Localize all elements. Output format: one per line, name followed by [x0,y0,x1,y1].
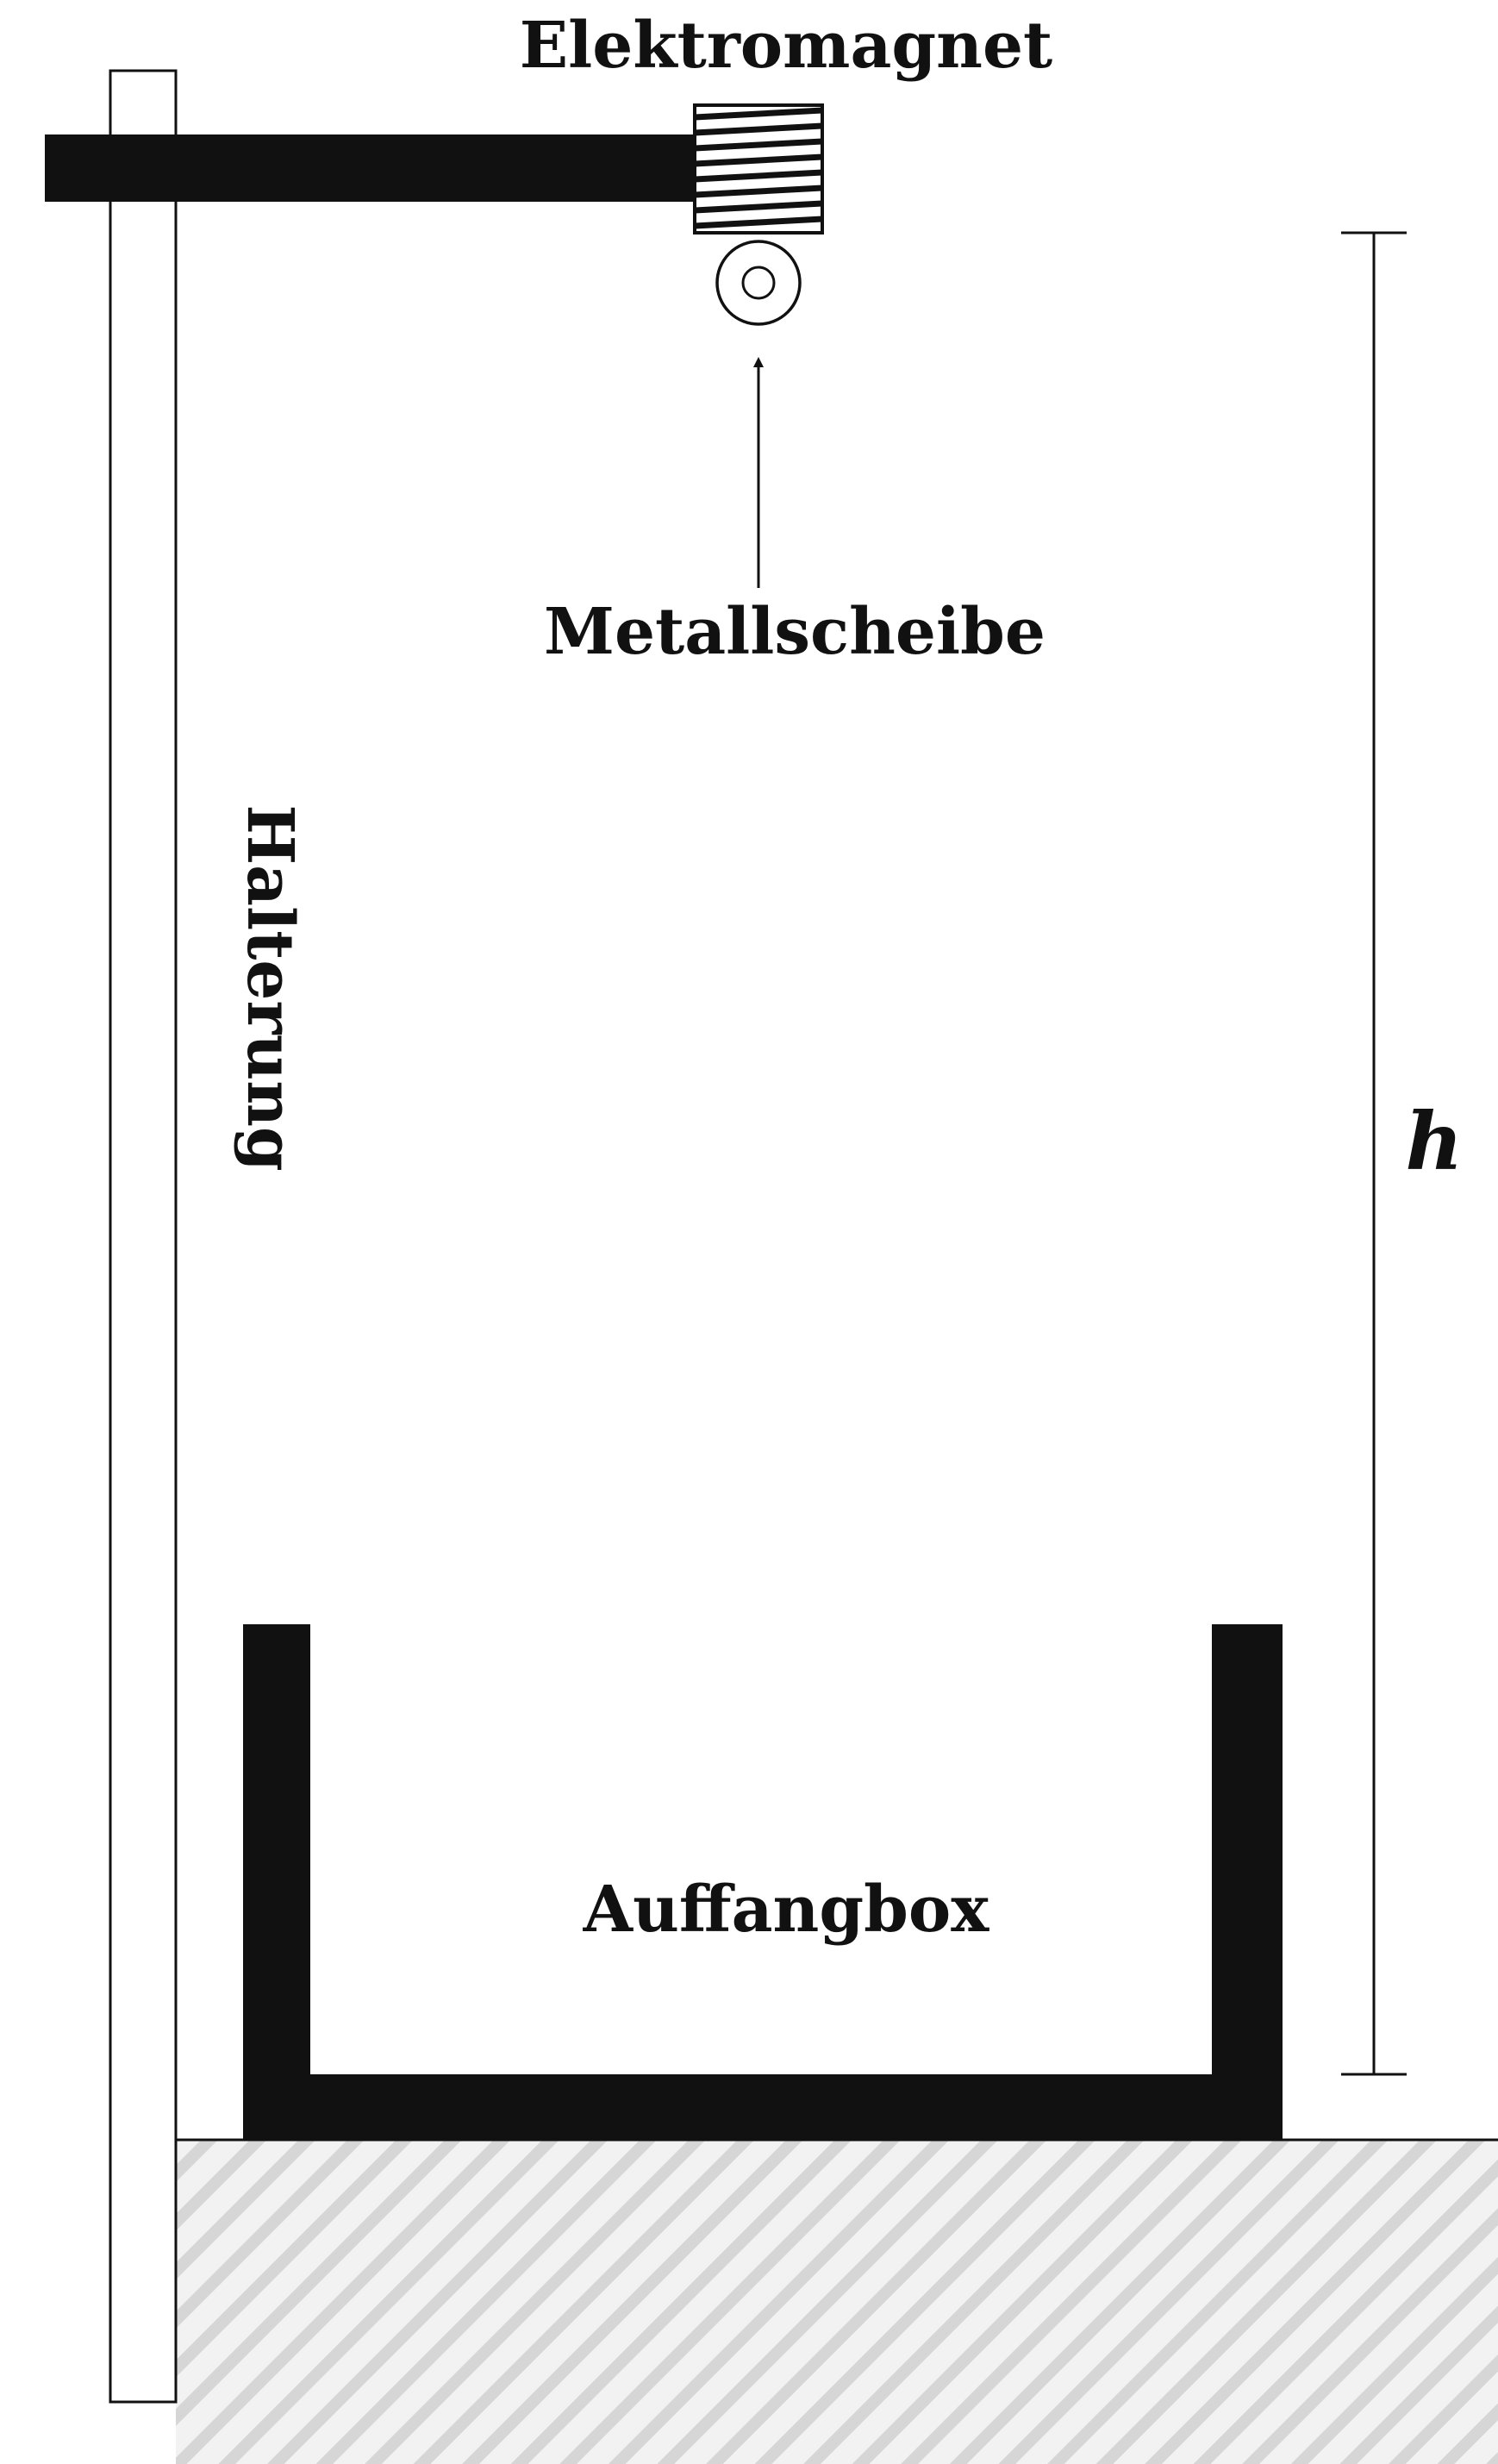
box-label: Auffangbox [583,1873,990,1947]
catch-box [243,1624,1283,2140]
ground [176,2140,1498,2464]
metal-disc [715,240,802,326]
stand-arm [45,134,696,202]
height-dimension [1341,231,1407,2076]
stand-pole [109,69,178,2404]
electromagnet-coil [693,103,824,235]
electromagnet-label: Elektromagnet [520,9,1052,83]
stand-label: Halterung [233,804,307,1172]
disc-label: Metallscheibe [544,595,1045,669]
height-label: h [1406,1095,1464,1188]
